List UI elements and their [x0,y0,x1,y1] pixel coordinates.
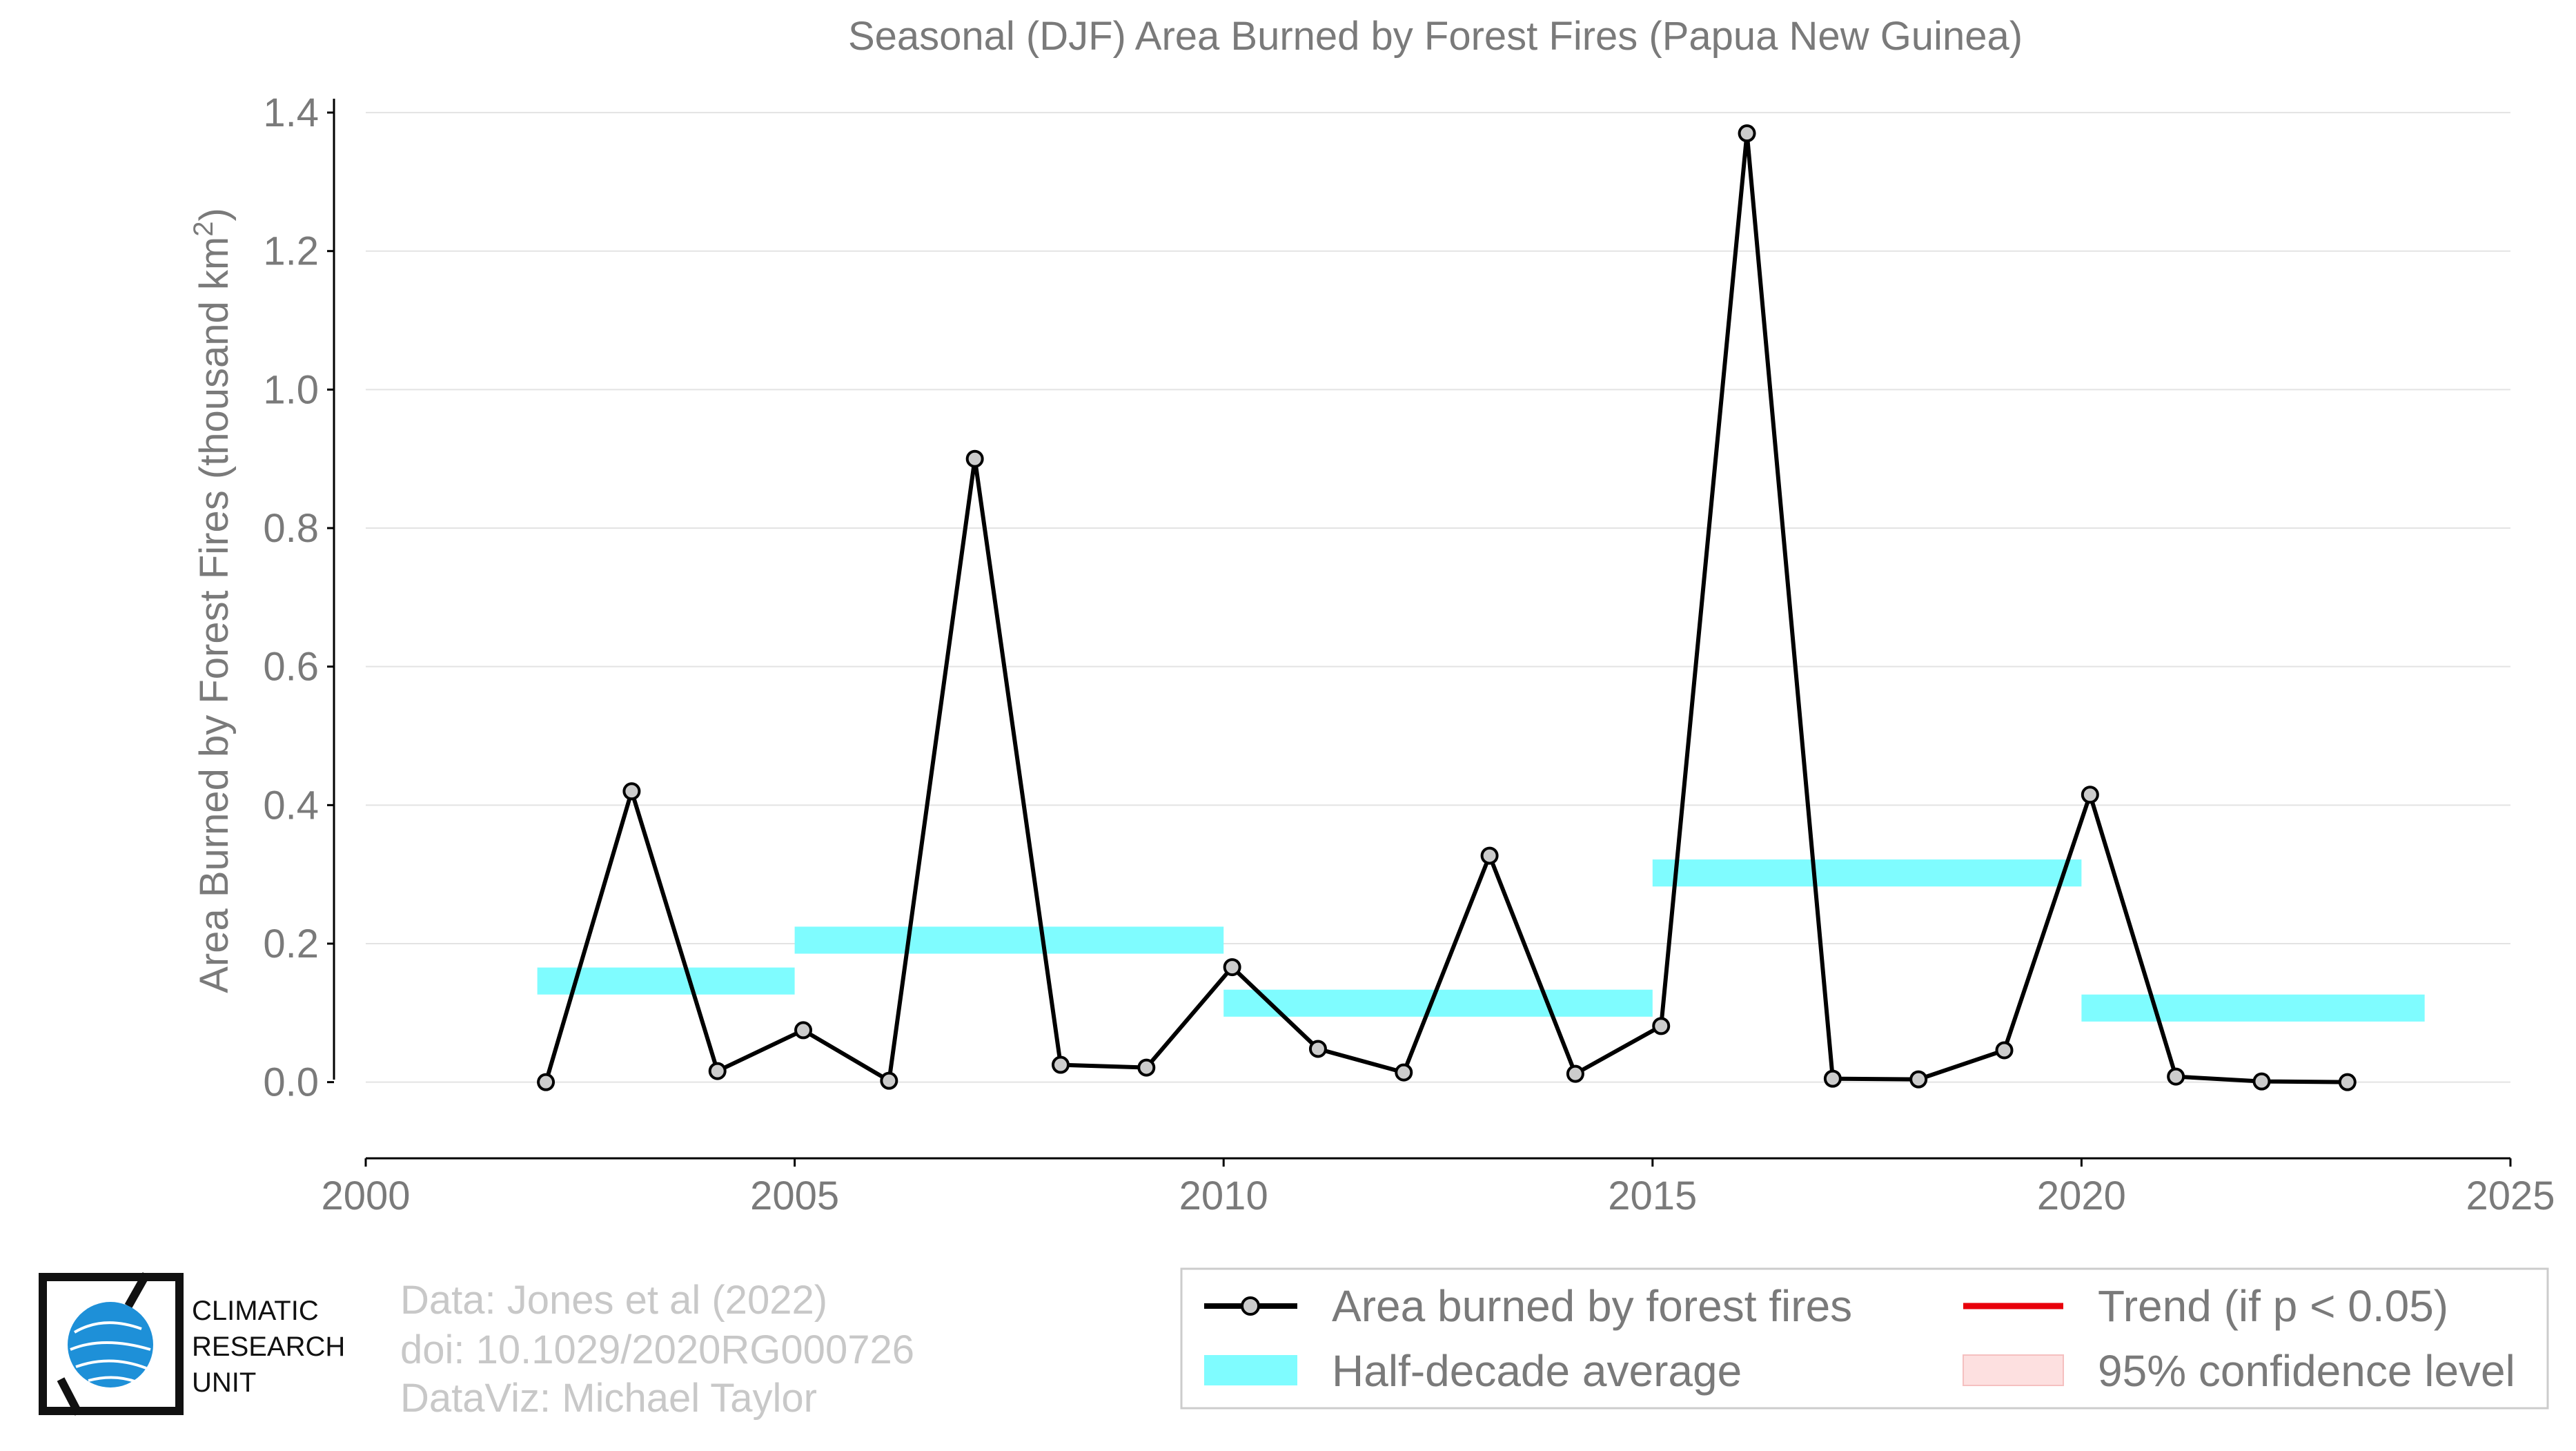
y-tick-label-5: 1.0 [263,367,319,412]
credit-data: Data: Jones et al (2022) [400,1278,827,1323]
globe-swirl-2 [70,1341,151,1351]
data-point-7 [1137,1058,1156,1077]
credit-dataviz: DataViz: Michael Taylor [400,1376,817,1421]
y-tick-label-7: 1.4 [263,90,319,135]
half-decade-band-2 [1223,989,1653,1017]
globe-swirl-3 [75,1359,147,1370]
y-axis-label-close: ) [192,208,237,221]
data-point-6 [1051,1055,1070,1074]
x-tick-label-3: 2015 [1608,1174,1697,1218]
chart-title: Seasonal (DJF) Area Burned by Forest Fir… [848,14,2023,59]
data-point-19 [2167,1067,2185,1086]
data-point-12 [1566,1064,1584,1083]
logo-frame-left [39,1273,145,1415]
legend: Area burned by forest fires Trend (if p … [1180,1267,2549,1410]
legend-swatch-confidence [1963,1354,2064,1386]
data-point-13 [1652,1017,1671,1035]
y-axis-label-main: Area Burned by Forest Fires (thousand km [192,237,237,993]
y-tick-label-3: 0.6 [263,645,319,690]
half-decade-band-1 [794,926,1224,954]
legend-label-trend: Trend (if p < 0.05) [2098,1281,2448,1331]
legend-swatch-half-decade [1204,1355,1297,1385]
data-point-9 [1308,1040,1327,1058]
logo-text-research: RESEARCH [192,1332,345,1362]
data-point-0 [537,1073,555,1091]
data-point-10 [1395,1063,1413,1082]
data-point-5 [965,449,984,468]
data-point-15 [1823,1069,1842,1088]
area-burned-series [544,131,2348,1084]
area-burned-markers [537,124,2357,1091]
logo-text-unit: UNIT [192,1367,256,1398]
logo-slash-top [124,1272,150,1308]
data-point-16 [1909,1070,1928,1089]
data-point-1 [622,782,641,801]
legend-label-confidence: 95% confidence level [2098,1346,2515,1396]
y-axis-ticks: 0.0 0.2 0.4 0.6 0.8 1.0 1.2 1.4 [263,90,334,1105]
grid-lines [366,112,2510,1083]
data-point-21 [2338,1073,2357,1091]
data-point-3 [794,1021,813,1040]
data-point-18 [2081,786,2099,804]
y-axis-label: Area Burned by Forest Fires (thousand km… [188,208,237,993]
series-line-area-burned [544,131,2348,1084]
data-point-4 [880,1071,898,1090]
data-point-20 [2252,1072,2271,1091]
x-tick-label-5: 2025 [2466,1174,2555,1218]
data-point-2 [708,1062,727,1080]
y-tick-label-6: 1.2 [263,229,319,274]
half-decade-band-3 [1652,859,2082,887]
x-axis-ticks: 2000 2005 2010 2015 2020 2025 [321,1158,2555,1218]
legend-swatch-area-burned-marker [1241,1296,1260,1316]
y-tick-label-0: 0.0 [263,1060,319,1105]
y-tick-label-2: 0.4 [263,783,319,828]
cru-logo: CLIMATIC RESEARCH UNIT [39,1272,345,1416]
logo-text-climatic: CLIMATIC [192,1296,319,1326]
data-point-14 [1738,124,1756,143]
logo-slash-bottom [57,1377,83,1416]
y-tick-label-4: 0.8 [263,506,319,551]
globe-swirl-4 [88,1376,137,1383]
y-tick-label-1: 0.2 [263,922,319,966]
data-point-11 [1480,846,1499,865]
data-point-8 [1223,958,1241,977]
credit-doi: doi: 10.1029/2020RG000726 [400,1327,914,1372]
data-point-17 [1995,1041,2014,1060]
x-tick-label-1: 2005 [750,1174,839,1218]
half-decade-bands [537,859,2425,1022]
half-decade-band-4 [2081,994,2425,1022]
globe-icon [68,1302,153,1387]
y-axis-label-superscript: 2 [188,222,219,237]
logo-frame-right [72,1273,184,1415]
legend-box [1180,1267,2549,1410]
legend-label-area-burned: Area burned by forest fires [1332,1281,1852,1331]
legend-label-half-decade: Half-decade average [1332,1346,1742,1396]
x-tick-label-0: 2000 [321,1174,410,1218]
x-tick-label-2: 2010 [1179,1174,1268,1218]
globe-swirl-1 [73,1321,142,1334]
x-tick-label-4: 2020 [2037,1174,2126,1218]
